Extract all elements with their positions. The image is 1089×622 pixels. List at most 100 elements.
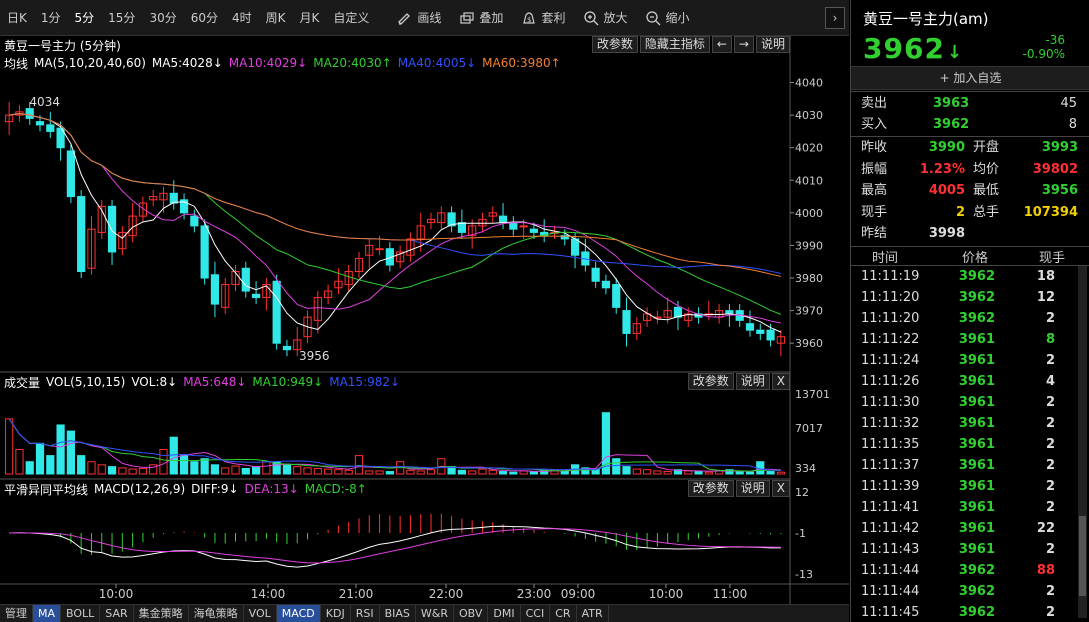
tool-pencil-button[interactable]: 画线 <box>388 9 450 26</box>
chart-area[interactable]: 黄豆一号主力 (5分钟) 改参数 隐藏主指标 ← → 说明 均线 MA(5,10,20,4… <box>0 36 849 604</box>
volume-bar <box>468 470 477 475</box>
indicator-tab[interactable]: MA <box>33 605 62 622</box>
ma20-line <box>9 112 782 315</box>
tool-label: 缩小 <box>665 11 690 25</box>
main-pane-button[interactable]: 改参数 <box>591 36 638 53</box>
indicator-tab[interactable]: VOL <box>244 605 277 622</box>
candle <box>570 238 580 256</box>
tick-row: 11:11:43 3961 2 <box>851 539 1079 560</box>
pane-button[interactable]: X <box>771 373 790 390</box>
volume-bar <box>478 468 487 475</box>
legend-item: VOL(5,10,15) <box>46 375 126 389</box>
candle <box>169 192 178 204</box>
legend-item: MA40:4005↓ <box>397 56 477 70</box>
volume-bar <box>498 471 508 475</box>
price-chart[interactable]: 4040 4030 4020 4010 4000 3990 3980 3970 3960 4034… <box>0 36 849 604</box>
tick-qty: 2 <box>1045 584 1055 599</box>
period-5[interactable]: 60分 <box>190 11 218 25</box>
volume-bar <box>426 469 436 475</box>
pane-button[interactable]: 改参数 <box>687 373 734 390</box>
main-pane-button[interactable]: → <box>733 36 754 53</box>
period-1[interactable]: 1分 <box>40 11 61 25</box>
pane-button[interactable]: X <box>771 480 790 497</box>
tool-overlay-button[interactable]: 叠加 <box>450 9 512 26</box>
legend-item: 均线 <box>4 56 29 71</box>
chevron-right-icon[interactable]: › <box>825 7 845 29</box>
period-6[interactable]: 4时 <box>232 11 252 25</box>
tick-col-header: 现手 <box>1038 251 1065 266</box>
indicator-tab[interactable]: OBV <box>454 605 489 622</box>
volume-bar <box>642 469 652 475</box>
indicator-tab[interactable]: 集金策略 <box>134 605 189 622</box>
candle <box>673 306 683 318</box>
tool-zoom-in-button[interactable]: 放大 <box>574 9 636 26</box>
tick-price: 3962 <box>958 311 995 326</box>
indicator-tab[interactable]: CR <box>550 605 577 622</box>
tool-label: 放大 <box>603 11 628 25</box>
main-pane-button[interactable]: ← <box>711 36 732 53</box>
tool-bag-button[interactable]: $ 套利 <box>512 9 574 26</box>
period-8[interactable]: 月K <box>299 11 320 25</box>
indicator-tab[interactable]: SAR <box>100 605 134 622</box>
stat-value: 3998 <box>928 226 965 241</box>
tick-price: 3962 <box>958 269 995 284</box>
candle <box>365 244 374 256</box>
tick-row: 11:11:42 3961 22 <box>851 518 1079 539</box>
indicator-tab[interactable]: BOLL <box>61 605 101 622</box>
add-watchlist-button[interactable]: + 加入自选 <box>851 66 1089 90</box>
tick-price: 3961 <box>958 395 995 410</box>
diff-line <box>9 525 781 568</box>
main-pane-title: 黄豆一号主力 (5分钟) <box>4 38 121 53</box>
indicator-tab[interactable]: BIAS <box>380 605 416 622</box>
indicator-tab[interactable]: RSI <box>351 605 380 622</box>
zoom-in-icon <box>584 10 599 25</box>
legend-item: MA15:982↓ <box>329 375 401 389</box>
volume-bar <box>56 424 65 475</box>
tool-label: 画线 <box>417 11 442 25</box>
candle <box>776 336 785 344</box>
period-4[interactable]: 30分 <box>149 11 177 25</box>
volume-bar <box>138 467 148 475</box>
pane-button[interactable]: 改参数 <box>687 480 734 497</box>
tick-qty: 2 <box>1045 416 1055 431</box>
indicator-tab[interactable]: 管理 <box>0 605 33 622</box>
tick-header: 时间 价格 现手 <box>851 247 1079 266</box>
candle <box>313 297 322 321</box>
period-2[interactable]: 5分 <box>74 11 95 25</box>
indicator-tab[interactable]: 海龟策略 <box>189 605 244 622</box>
legend-item: MA5:648↓ <box>183 375 247 389</box>
candle <box>488 212 497 217</box>
main-pane-button[interactable]: 隐藏主指标 <box>639 36 710 53</box>
main-pane-button[interactable]: 说明 <box>755 36 790 53</box>
indicator-tab[interactable]: KDJ <box>321 605 351 622</box>
volume-bar <box>725 469 734 475</box>
pane-button[interactable]: 说明 <box>735 480 770 497</box>
vol-ytick-label: 13701 <box>795 388 830 401</box>
period-0[interactable]: 日K <box>7 11 27 25</box>
stat-label: 最高 <box>861 183 888 198</box>
tool-zoom-out-button[interactable]: 缩小 <box>636 9 698 26</box>
volume-bar <box>293 466 302 475</box>
stat-label: 昨结 <box>861 226 888 241</box>
period-3[interactable]: 15分 <box>108 11 136 25</box>
pane-buttons: 改参数 说明 X <box>687 480 790 497</box>
period-9[interactable]: 自定义 <box>333 11 370 25</box>
indicator-tab[interactable]: CCI <box>521 605 551 622</box>
indicator-tab[interactable]: ATR <box>577 605 609 622</box>
candle <box>509 222 518 230</box>
indicator-tab[interactable]: W&R <box>416 605 454 622</box>
indicator-tab[interactable]: DMI <box>488 605 521 622</box>
volume-bar <box>591 468 600 475</box>
high-label: 4034 <box>29 95 60 109</box>
tick-time: 11:11:35 <box>861 437 920 452</box>
period-7[interactable]: 周K <box>265 11 286 25</box>
scroll-thumb[interactable] <box>1079 516 1086 596</box>
down-arrow-icon: ↓ <box>946 42 964 63</box>
legend-item: MA20:4030↑ <box>313 56 392 70</box>
indicator-tab[interactable]: MACD <box>276 605 321 622</box>
macd-ytick-label: 12 <box>795 486 809 499</box>
tick-scrollbar[interactable] <box>1078 266 1087 618</box>
candle <box>498 215 508 224</box>
volume-bar <box>663 471 672 475</box>
pane-button[interactable]: 说明 <box>735 373 770 390</box>
